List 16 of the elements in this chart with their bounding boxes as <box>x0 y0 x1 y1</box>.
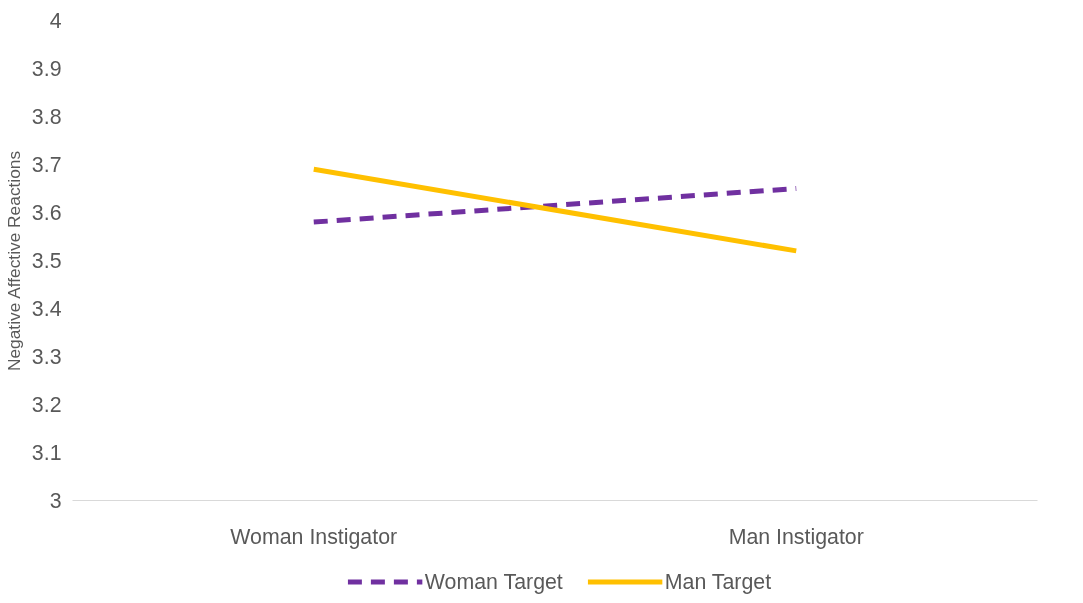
y-tick-label: 3.6 <box>31 201 62 225</box>
x-tick-label: Woman Instigator <box>230 524 398 549</box>
y-tick-label: 3.5 <box>31 249 62 273</box>
y-axis-title: Negative Affective Reactions <box>3 150 24 372</box>
y-tick-label: 3.1 <box>31 441 62 465</box>
y-tick-label: 3.8 <box>31 105 62 129</box>
legend-label: Woman Target <box>424 569 563 594</box>
y-tick-label: 3.3 <box>31 345 62 369</box>
y-tick-label: 3.4 <box>31 297 62 321</box>
y-tick-label: 3 <box>49 489 62 513</box>
y-tick-label: 3.7 <box>31 153 62 177</box>
y-tick-label: 4 <box>49 9 62 33</box>
legend-label: Man Target <box>664 569 772 594</box>
y-tick-label: 3.2 <box>31 393 62 417</box>
x-tick-label: Man Instigator <box>728 524 864 549</box>
y-tick-label: 3.9 <box>31 57 62 81</box>
